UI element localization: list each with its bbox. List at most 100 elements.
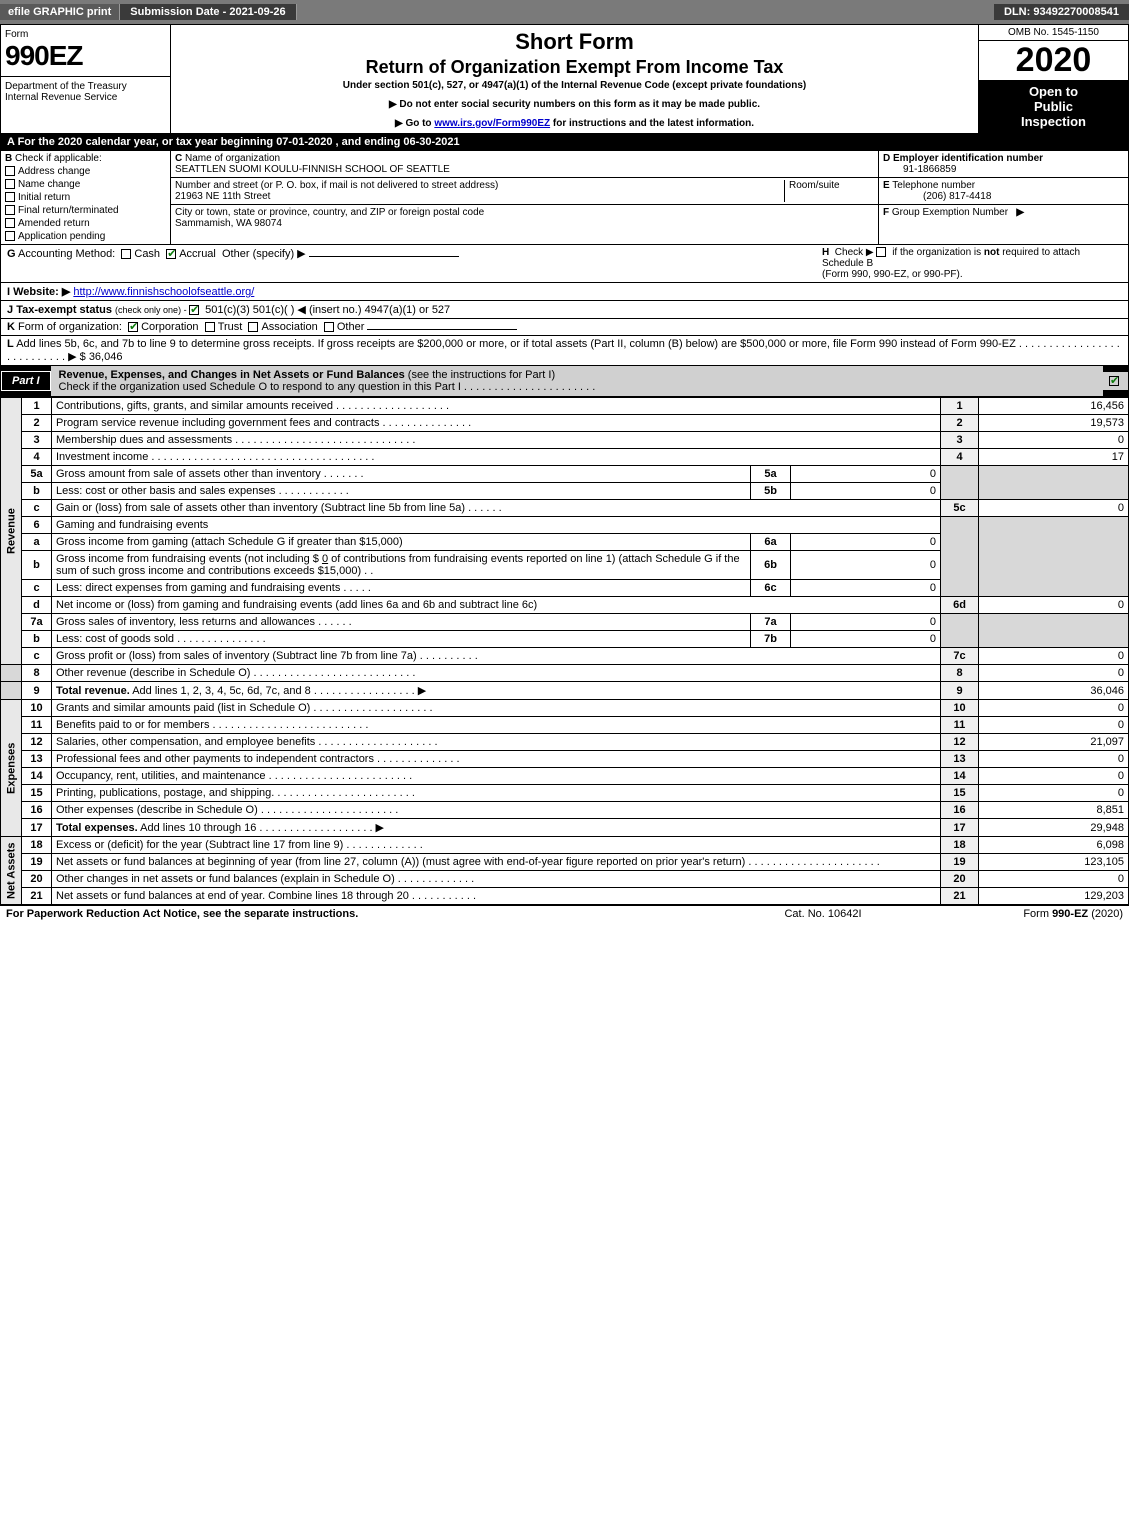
cb-address-change[interactable]: Address change	[5, 166, 166, 177]
page-footer: For Paperwork Reduction Act Notice, see …	[0, 905, 1129, 922]
cb-address-change-label: Address change	[18, 166, 90, 177]
line-14: 14Occupancy, rent, utilities, and mainte…	[1, 768, 1129, 785]
section-j-tax-exempt: J Tax-exempt status (check only one) - 5…	[0, 301, 1129, 319]
k-other-input[interactable]	[367, 329, 517, 330]
cb-final-return[interactable]: Final return/terminated	[5, 205, 166, 216]
cb-name-change[interactable]: Name change	[5, 179, 166, 190]
line-7b-sub: 7b	[751, 631, 791, 648]
line-13-val: 0	[979, 751, 1129, 768]
section-g: G Accounting Method: Cash Accrual Other …	[7, 247, 822, 280]
expenses-side-label: Expenses	[1, 700, 22, 837]
line-2-num: 2	[941, 415, 979, 432]
line-6c-sub: 6c	[751, 580, 791, 597]
h-text4: (Form 990, 990-EZ, or 990-PF).	[822, 269, 963, 280]
line-3-desc: Membership dues and assessments . . . . …	[52, 432, 941, 449]
line-10-desc: Grants and similar amounts paid (list in…	[52, 700, 941, 717]
line-5c-num: 5c	[941, 500, 979, 517]
line-20-desc: Other changes in net assets or fund bala…	[52, 871, 941, 888]
i-text: Website: ▶	[13, 286, 70, 298]
cb-trust[interactable]	[205, 322, 215, 332]
k-assoc: Association	[261, 321, 317, 333]
line-4: 4Investment income . . . . . . . . . . .…	[1, 449, 1129, 466]
line-7c-num: 7c	[941, 648, 979, 665]
cb-h[interactable]	[876, 247, 886, 257]
part-i-title-text: Revenue, Expenses, and Changes in Net As…	[59, 369, 405, 381]
ssn-warning: ▶ Do not enter social security numbers o…	[177, 99, 972, 110]
insp-3: Inspection	[983, 114, 1124, 129]
line-8-desc: Other revenue (describe in Schedule O) .…	[52, 665, 941, 682]
footer-paperwork: For Paperwork Reduction Act Notice, see …	[6, 908, 723, 920]
line-6b-subval: 0	[791, 551, 941, 580]
line-17-num: 17	[941, 819, 979, 837]
footer-right-post: (2020)	[1088, 908, 1123, 920]
insp-2: Public	[983, 99, 1124, 114]
telephone-value: (206) 817-4418	[883, 191, 991, 202]
cb-final-return-label: Final return/terminated	[18, 205, 119, 216]
cb-corporation[interactable]	[128, 322, 138, 332]
c-name-label: Name of organization	[185, 153, 280, 164]
goto-link[interactable]: www.irs.gov/Form990EZ	[434, 118, 550, 129]
footer-cat-no: Cat. No. 10642I	[723, 908, 923, 920]
goto-post: for instructions and the latest informat…	[550, 118, 754, 129]
footer-right-b: 990-EZ	[1052, 908, 1088, 920]
top-toolbar: efile GRAPHIC print Submission Date - 20…	[0, 0, 1129, 24]
line-9-desc: Total revenue. Add lines 1, 2, 3, 4, 5c,…	[52, 682, 941, 700]
section-d-e-f: D Employer identification number 91-1866…	[878, 151, 1128, 244]
line-12-desc: Salaries, other compensation, and employ…	[52, 734, 941, 751]
cb-amended-return[interactable]: Amended return	[5, 218, 166, 229]
part-i-schedule-o-checkbox[interactable]	[1103, 372, 1128, 390]
cb-application-pending[interactable]: Application pending	[5, 231, 166, 242]
k-other: Other	[337, 321, 365, 333]
org-city: Sammamish, WA 98074	[175, 218, 282, 229]
section-b: B Check if applicable: Address change Na…	[1, 151, 171, 244]
j-text: Tax-exempt status	[16, 304, 112, 316]
line-16: 16Other expenses (describe in Schedule O…	[1, 802, 1129, 819]
line-5a-subval: 0	[791, 466, 941, 483]
tax-year: 2020	[979, 41, 1128, 80]
line-14-val: 0	[979, 768, 1129, 785]
line-17: 17Total expenses. Add lines 10 through 1…	[1, 819, 1129, 837]
line-11: 11Benefits paid to or for members . . . …	[1, 717, 1129, 734]
submission-date: Submission Date - 2021-09-26	[120, 4, 296, 20]
submission-date-value: 2021-09-26	[229, 6, 285, 18]
part-i-check-line: Check if the organization used Schedule …	[59, 381, 596, 393]
b-label: B	[5, 153, 12, 164]
line-5b-sub: 5b	[751, 483, 791, 500]
dln-label: DLN:	[1004, 6, 1033, 18]
line-19-val: 123,105	[979, 854, 1129, 871]
cb-accrual[interactable]	[166, 249, 176, 259]
f-arrow-icon: ▶	[1016, 207, 1024, 218]
part-i-header: Part I Revenue, Expenses, and Changes in…	[0, 366, 1129, 397]
line-9-desc-b: Total revenue.	[56, 685, 130, 697]
cb-501c3[interactable]	[189, 305, 199, 315]
line-9: 9Total revenue. Add lines 1, 2, 3, 4, 5c…	[1, 682, 1129, 700]
form-header-left: Form 990EZ Department of the Treasury In…	[1, 25, 171, 133]
line-4-num: 4	[941, 449, 979, 466]
g-other-input[interactable]	[309, 256, 459, 257]
line-7a-sub: 7a	[751, 614, 791, 631]
form-header-mid: Short Form Return of Organization Exempt…	[171, 25, 978, 133]
cb-initial-return[interactable]: Initial return	[5, 192, 166, 203]
line-6d-num: 6d	[941, 597, 979, 614]
cb-other[interactable]	[324, 322, 334, 332]
line-8-val: 0	[979, 665, 1129, 682]
cb-cash[interactable]	[121, 249, 131, 259]
section-b-c-d: B Check if applicable: Address change Na…	[0, 151, 1129, 245]
form-990ez: 990EZ	[5, 40, 166, 72]
line-9-num: 9	[941, 682, 979, 700]
line-19-desc: Net assets or fund balances at beginning…	[52, 854, 941, 871]
k-trust: Trust	[218, 321, 243, 333]
cb-association[interactable]	[248, 322, 258, 332]
c-address: Number and street (or P. O. box, if mail…	[171, 178, 878, 205]
title-short-form: Short Form	[177, 29, 972, 55]
line-11-num: 11	[941, 717, 979, 734]
form-word: Form	[5, 29, 166, 40]
website-link[interactable]: http://www.finnishschoolofseattle.org/	[73, 286, 254, 298]
cb-application-pending-label: Application pending	[18, 231, 105, 242]
open-to-public: Open to Public Inspection	[979, 80, 1128, 133]
line-1: Revenue 1Contributions, gifts, grants, a…	[1, 398, 1129, 415]
line-7b-desc: Less: cost of goods sold . . . . . . . .…	[52, 631, 751, 648]
line-21: 21Net assets or fund balances at end of …	[1, 888, 1129, 905]
efile-print-button[interactable]: efile GRAPHIC print	[0, 4, 120, 20]
line-6: 6Gaming and fundraising events	[1, 517, 1129, 534]
